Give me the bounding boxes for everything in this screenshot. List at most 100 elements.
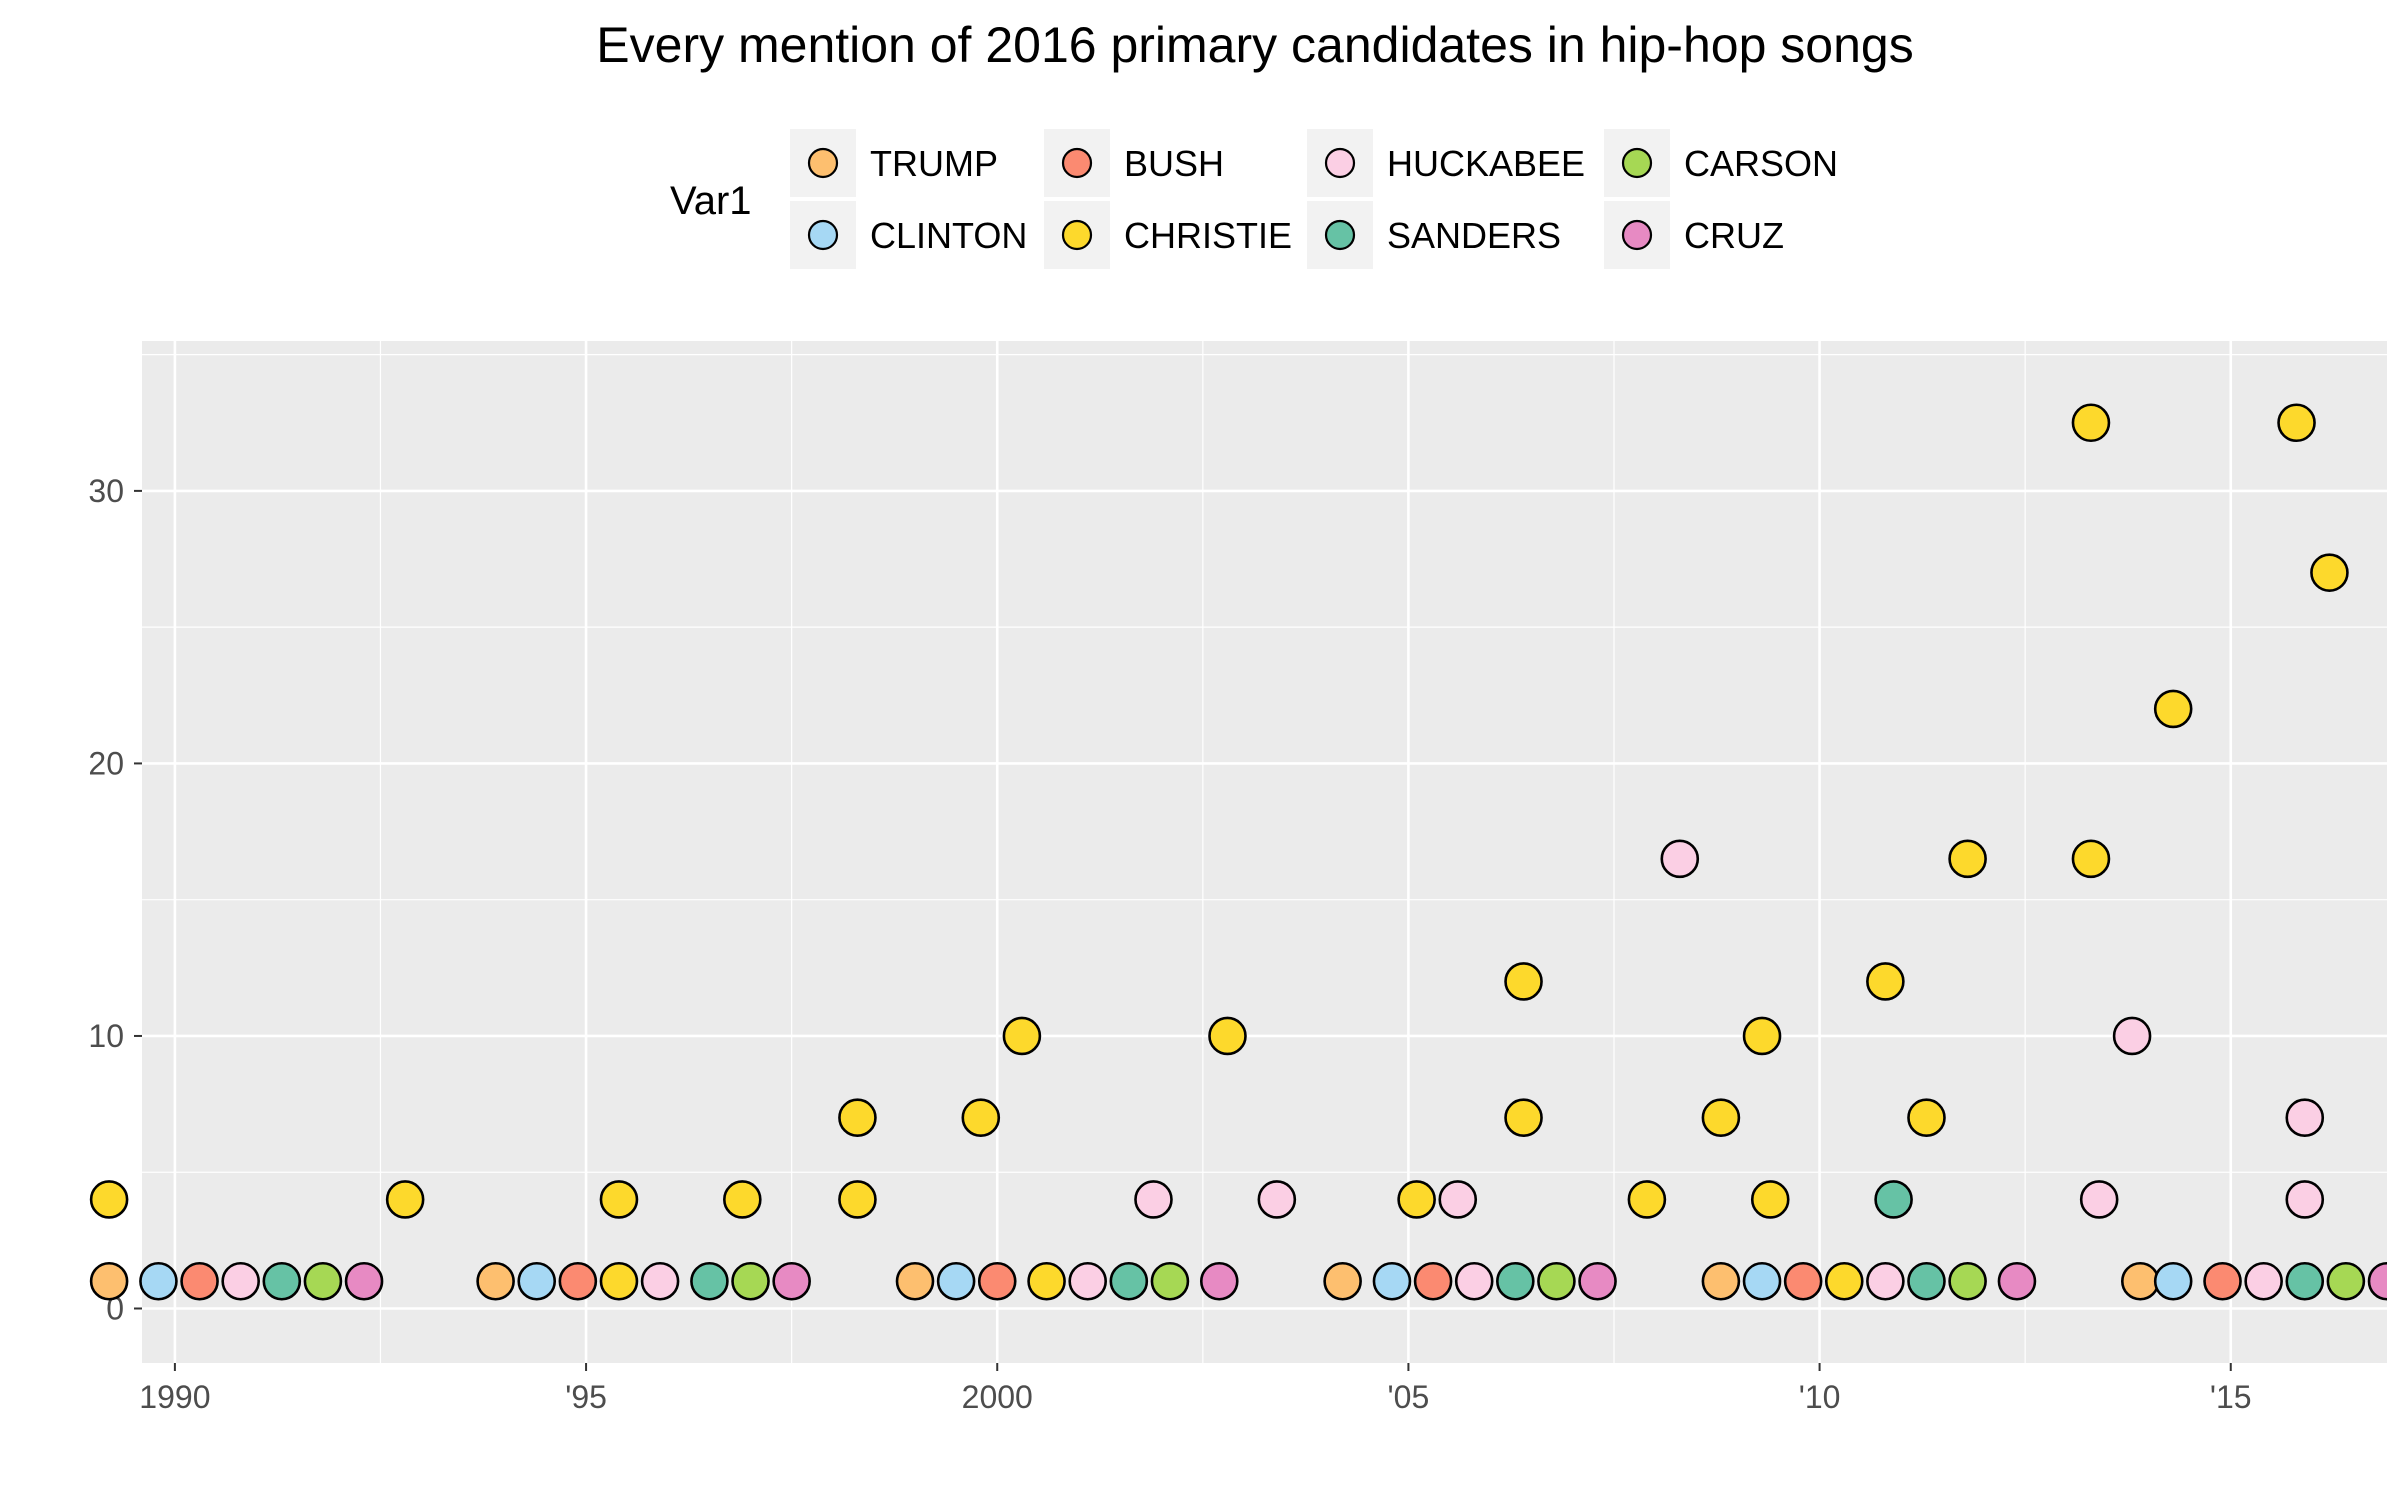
data-point [977, 1261, 1017, 1301]
data-point [1997, 1261, 2037, 1301]
data-point [599, 1261, 639, 1301]
data-point [1627, 1180, 1667, 1219]
data-point [1027, 1261, 1066, 1301]
data-point [1948, 839, 1987, 879]
x-tick-label: '05 [1388, 1379, 1430, 1415]
legend-label: BUSH [1124, 143, 1224, 184]
data-point [1109, 1261, 1149, 1301]
data-point [1537, 1261, 1576, 1301]
legend-label: CRUZ [1684, 215, 1784, 256]
data-point [1660, 839, 1700, 879]
data-point [1907, 1098, 1946, 1138]
legend-marker [1621, 147, 1653, 179]
legend: Var1 TRUMP CLINTON BUSH CHRISTIE HUCKABEE SAN… [670, 129, 1838, 269]
data-point [640, 1261, 680, 1301]
data-point [2071, 403, 2111, 443]
data-point [2079, 1180, 2119, 1219]
data-point [1742, 1016, 1782, 1056]
data-point [2244, 1261, 2283, 1301]
legend-title: Var1 [670, 179, 752, 223]
data-point [723, 1180, 762, 1219]
x-tick-label: 1990 [139, 1379, 210, 1415]
data-point [1874, 1180, 1913, 1219]
y-tick-label: 10 [88, 1018, 124, 1054]
data-point [895, 1261, 935, 1301]
legend-marker [1061, 147, 1093, 179]
data-points [89, 403, 2387, 1301]
data-point [1134, 1180, 1173, 1219]
data-point [1257, 1180, 1297, 1219]
data-point [1208, 1016, 1247, 1056]
data-point [1199, 1261, 1239, 1301]
data-point [1002, 1016, 1042, 1056]
x-tick-label: '10 [1799, 1379, 1841, 1415]
legend-label: HUCKABEE [1387, 143, 1585, 184]
data-point [89, 1261, 129, 1301]
data-point [303, 1261, 343, 1301]
data-point [2285, 1098, 2325, 1138]
data-point [89, 1180, 129, 1219]
legend-label: CLINTON [870, 215, 1027, 256]
data-point [1496, 1261, 1535, 1301]
data-point [1701, 1098, 1741, 1138]
data-point [1866, 1261, 1905, 1301]
data-point [772, 1261, 811, 1301]
data-point [2112, 1016, 2152, 1056]
legend-marker [1324, 219, 1356, 251]
data-point [731, 1261, 770, 1301]
legend-marker [1621, 219, 1653, 251]
data-point [1783, 1261, 1823, 1301]
legend-marker [807, 219, 839, 251]
data-point [221, 1261, 260, 1301]
data-point [2071, 839, 2111, 879]
data-point [690, 1261, 729, 1301]
data-point [344, 1261, 384, 1301]
data-point [1068, 1261, 1107, 1301]
legend-label: CHRISTIE [1124, 215, 1292, 256]
data-point [2367, 1261, 2387, 1301]
data-point [1397, 1180, 1436, 1219]
data-point [1438, 1180, 1478, 1219]
data-point [838, 1098, 877, 1138]
data-point [2285, 1261, 2325, 1301]
data-point [2310, 553, 2349, 592]
data-point [1948, 1261, 1987, 1301]
data-point [599, 1180, 639, 1219]
data-point [1578, 1261, 1617, 1301]
legend-label: SANDERS [1387, 215, 1561, 256]
data-point [1504, 962, 1543, 1001]
data-point [2285, 1180, 2325, 1219]
legend-label: TRUMP [870, 143, 998, 184]
data-point [2153, 1261, 2193, 1301]
data-point [1750, 1180, 1790, 1219]
data-point [180, 1261, 219, 1301]
x-tick-label: '15 [2210, 1379, 2252, 1415]
data-point [385, 1180, 425, 1219]
data-point [1323, 1261, 1362, 1301]
x-tick-label: '95 [565, 1379, 607, 1415]
data-point [1824, 1261, 1864, 1301]
data-point [2120, 1261, 2160, 1301]
data-point [517, 1261, 557, 1301]
data-point [2277, 403, 2316, 443]
legend-marker [1061, 219, 1093, 251]
legend-label: CARSON [1684, 143, 1838, 184]
data-point [2203, 1261, 2242, 1301]
legend-marker [1324, 147, 1356, 179]
data-point [1907, 1261, 1946, 1301]
chart-title: Every mention of 2016 primary candidates… [596, 17, 1913, 73]
legend-marker [807, 147, 839, 179]
grid [142, 341, 2387, 1363]
data-point [2153, 689, 2193, 729]
data-point [1150, 1261, 1190, 1301]
data-point [936, 1261, 976, 1301]
data-point [262, 1261, 302, 1301]
y-tick-label: 20 [88, 745, 124, 781]
data-point [558, 1261, 598, 1301]
data-point [838, 1180, 877, 1219]
y-tick-label: 30 [88, 473, 124, 509]
data-point [476, 1261, 515, 1301]
data-point [139, 1261, 178, 1301]
